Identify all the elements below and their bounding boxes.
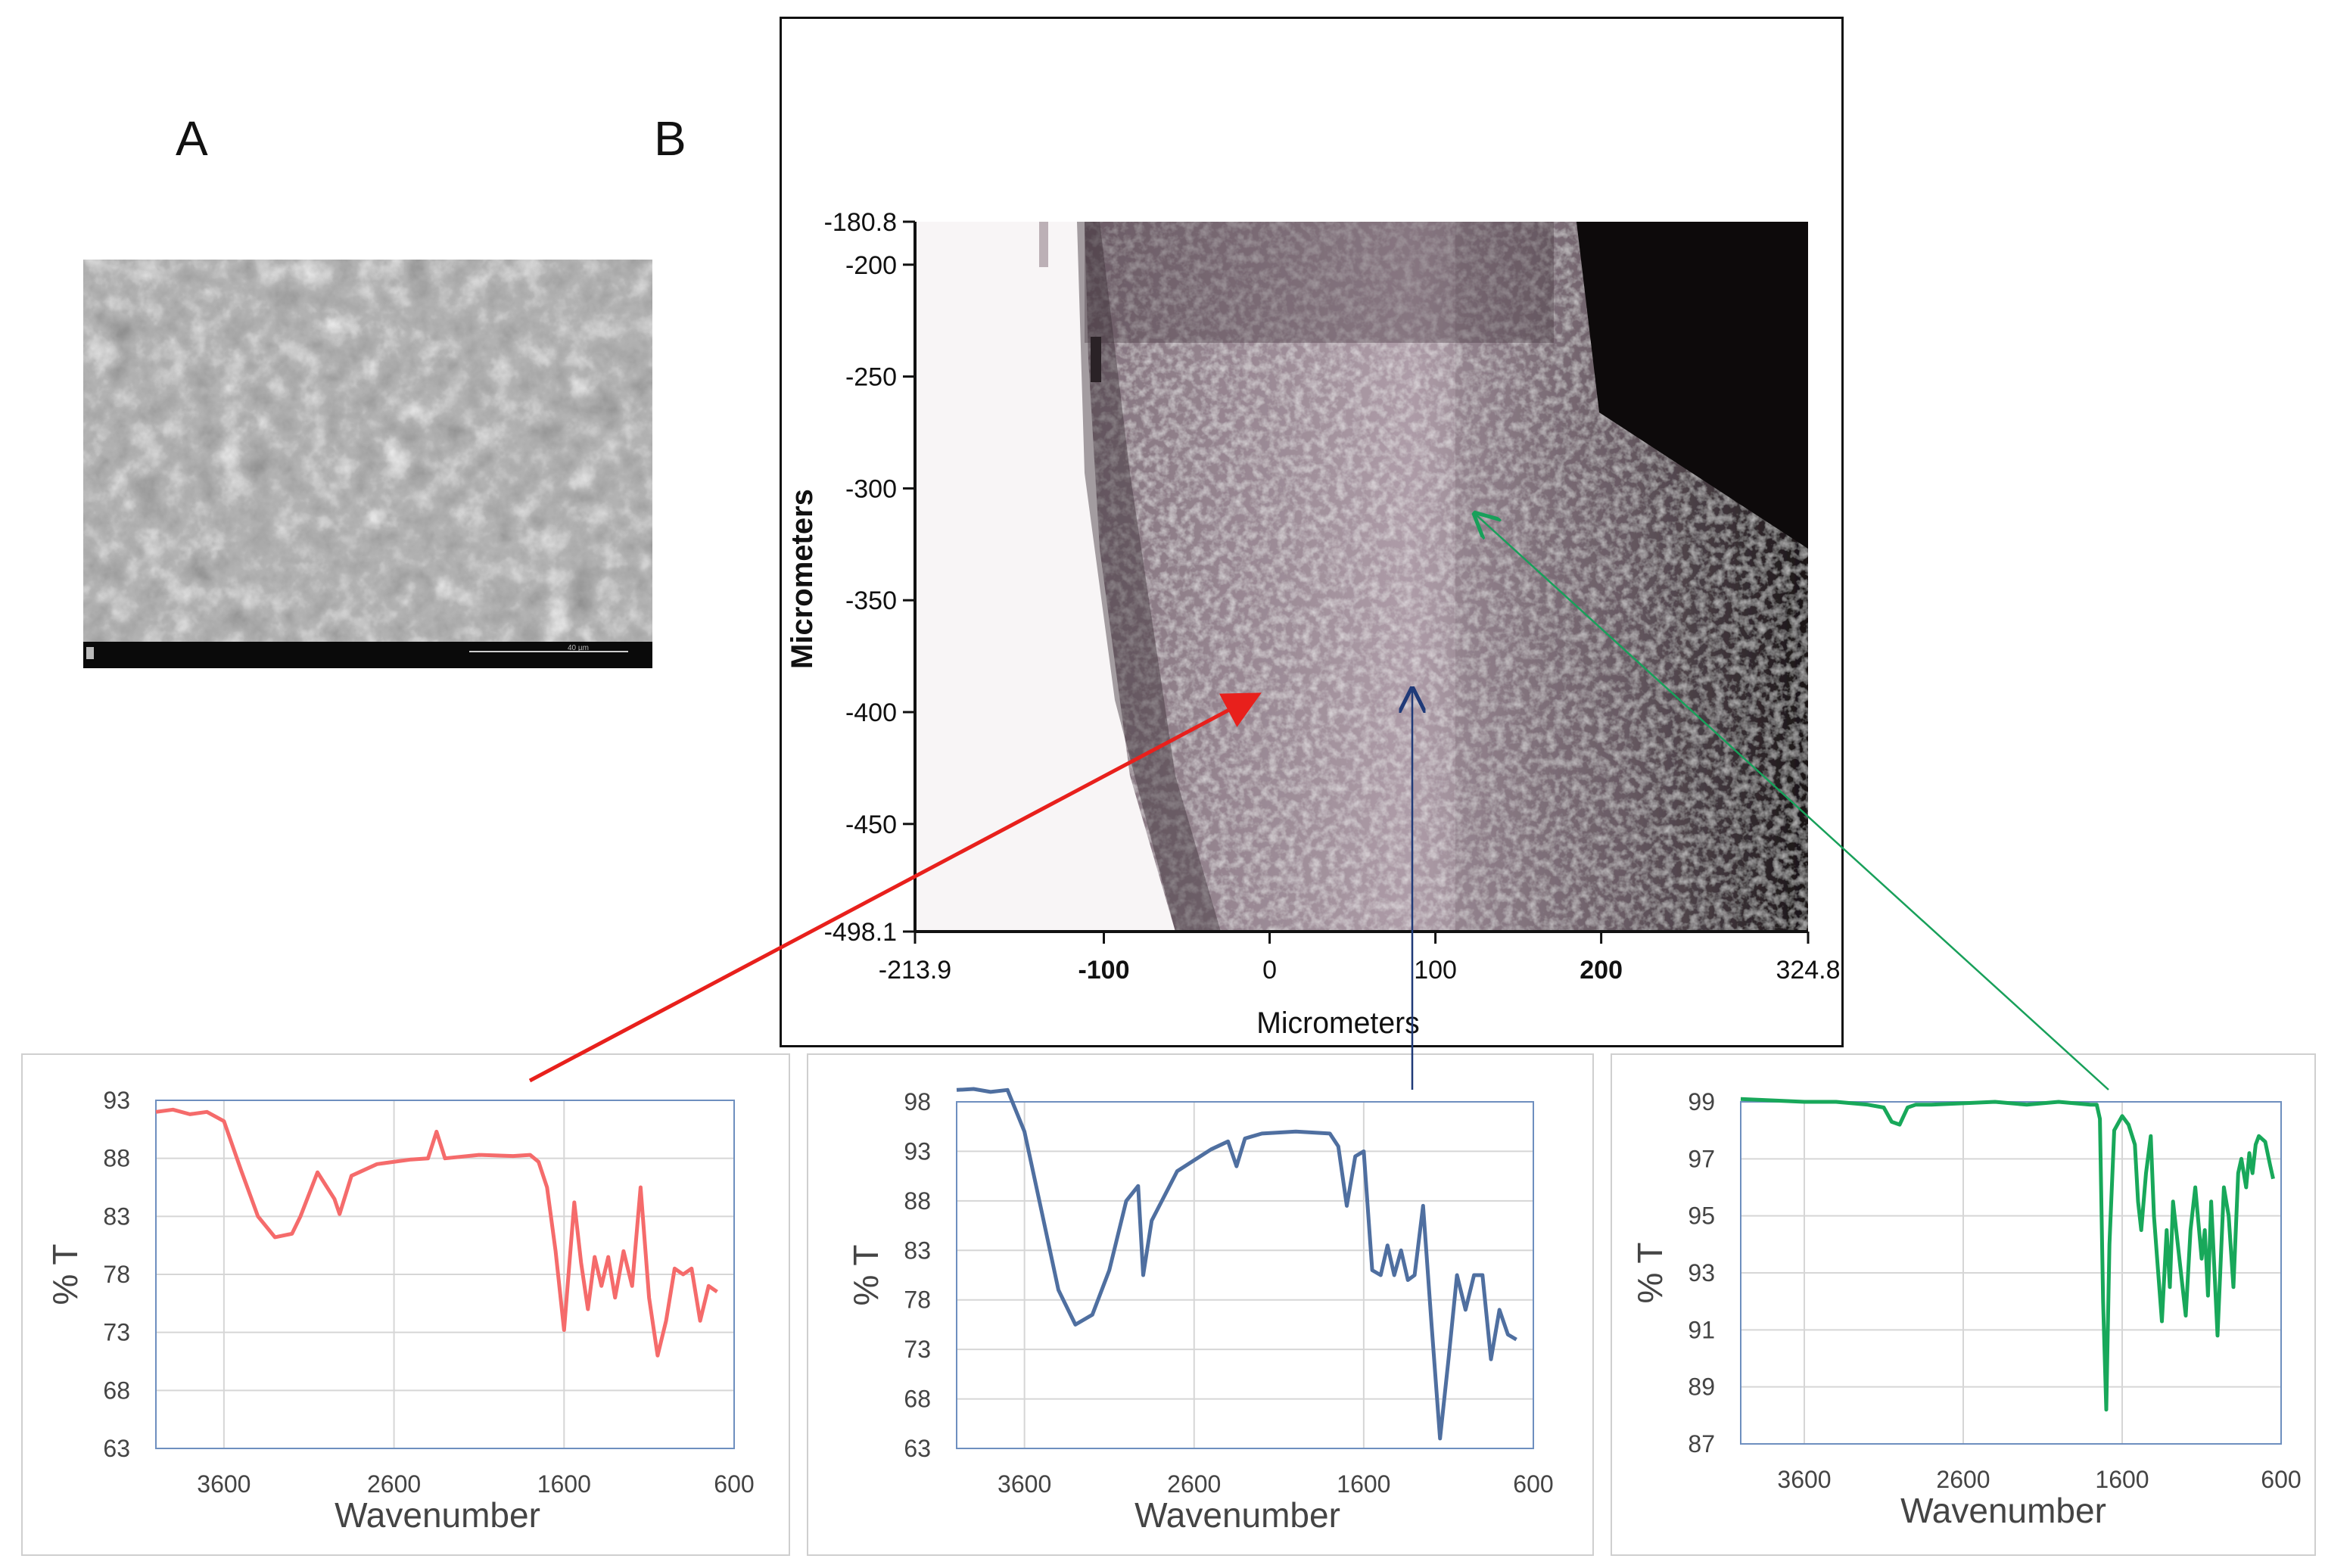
spectrum-x-tick-label: 600 [1513, 1470, 1553, 1498]
map-y-axis-label: Micrometers [786, 489, 819, 669]
spectrum-x-tick-label: 3600 [197, 1470, 251, 1498]
spectrum-y-tick-label: 73 [904, 1336, 931, 1363]
spectrum-panel-green: 87 89 91 93 95 97 99 3600 2600 1600 600 Wavenumber%… [1611, 1053, 2316, 1556]
sem-texture: 40 µm [83, 260, 652, 668]
map-x-tick-label: 100 [1414, 956, 1457, 985]
map-y-tick-label: -300 [845, 474, 897, 503]
spectrum-y-axis-label: % T [1630, 1243, 1670, 1304]
map-x-tick-label: -100 [1078, 956, 1129, 985]
spectrum-y-tick-label: 93 [1688, 1259, 1715, 1286]
spectrum-x-tick-label: 3600 [1777, 1466, 1831, 1493]
map-y-tick-label: -180.8 [824, 208, 897, 237]
map-x-tick-label: 0 [1262, 956, 1277, 985]
spectrum-y-tick-label: 93 [103, 1087, 130, 1114]
map-y-tick-label: -498.1 [824, 918, 897, 947]
spectrum-y-tick-label: 68 [103, 1377, 130, 1404]
spectrum-y-tick-label: 91 [1688, 1316, 1715, 1343]
spectrum-panel-blue: 63 68 73 78 83 88 93 98 3600 2600 1600 600 Wavenumbe… [807, 1053, 1594, 1556]
spectrum-y-tick-label: 63 [904, 1435, 931, 1462]
panel-label-a: A [176, 111, 208, 166]
map-y-tick-label: -200 [845, 251, 897, 280]
spectrum-x-tick-label: 2600 [1167, 1470, 1221, 1498]
spectrum-y-tick-label: 97 [1688, 1145, 1715, 1172]
spectrum-x-tick-label: 1600 [2095, 1466, 2149, 1493]
spectrum-x-tick-label: 2600 [367, 1470, 421, 1498]
spectrum-y-tick-label: 78 [103, 1261, 130, 1288]
spectrum-plot-area [956, 1101, 1534, 1449]
spectrum-y-tick-label: 63 [103, 1435, 130, 1462]
spectrum-y-axis-label: % T [45, 1244, 85, 1305]
spectrum-x-axis-label: Wavenumber [1134, 1495, 1340, 1535]
spectrum-x-tick-label: 3600 [998, 1470, 1051, 1498]
spectrum-y-tick-label: 88 [103, 1145, 130, 1172]
spectrum-y-tick-label: 83 [904, 1237, 931, 1264]
spectrum-y-tick-label: 98 [904, 1088, 931, 1115]
spectrum-y-tick-label: 99 [1688, 1088, 1715, 1115]
spectrum-blue-line [956, 1087, 1517, 1441]
spectrum-y-tick-label: 88 [904, 1187, 931, 1215]
spectrum-x-tick-label: 2600 [1936, 1466, 1990, 1493]
map-x-tick-label: 200 [1580, 956, 1623, 985]
spectrum-y-axis-label: % T [846, 1245, 885, 1306]
spectrum-y-tick-label: 95 [1688, 1202, 1715, 1230]
map-y-tick-label: -350 [845, 586, 897, 615]
spectrum-panel-red: 63 68 73 78 83 88 93 3600 2600 1600 600 Wavenumber%… [21, 1053, 790, 1556]
map-x-axis-label: Micrometers [1256, 1006, 1420, 1040]
spectrum-y-tick-label: 87 [1688, 1430, 1715, 1458]
map-y-tick-label: -450 [845, 810, 897, 839]
spectrum-x-axis-label: Wavenumber [335, 1495, 540, 1535]
spectrum-red-line [155, 1107, 718, 1358]
sem-info-bar [83, 642, 652, 668]
spectrum-y-tick-label: 83 [103, 1202, 130, 1230]
map-y-tick-label: -250 [845, 363, 897, 392]
map-x-tick-label: -213.9 [879, 956, 951, 985]
spectrum-y-tick-label: 73 [103, 1319, 130, 1346]
spectrum-x-tick-label: 1600 [1337, 1470, 1390, 1498]
panel-label-b: B [654, 111, 686, 166]
spectrum-y-tick-label: 93 [904, 1137, 931, 1165]
spectrum-y-tick-label: 78 [904, 1286, 931, 1314]
spectrum-x-tick-label: 600 [2261, 1466, 2301, 1493]
ir-map-frame: -213.9 -100 0 100 200 324.8 -180.8 -200 -250 -30… [780, 17, 1844, 1047]
spectrum-y-tick-label: 89 [1688, 1374, 1715, 1401]
spectrum-x-tick-label: 600 [714, 1470, 754, 1498]
spectrum-y-tick-label: 68 [904, 1386, 931, 1413]
sem-micrograph: 40 µm [83, 260, 652, 668]
spectrum-plot-area [155, 1100, 735, 1449]
spectrum-green-line [1740, 1097, 2275, 1412]
sem-scale-text: 40 µm [568, 644, 589, 652]
ir-map-plot: -213.9 -100 0 100 200 324.8 -180.8 -200 -250 -30… [786, 208, 1841, 1040]
spectrum-x-tick-label: 1600 [537, 1470, 591, 1498]
map-y-tick-label: -400 [845, 698, 897, 727]
ir-map-image [915, 222, 1808, 932]
map-x-tick-label: 324.8 [1776, 956, 1840, 985]
spectrum-x-axis-label: Wavenumber [1900, 1491, 2106, 1530]
